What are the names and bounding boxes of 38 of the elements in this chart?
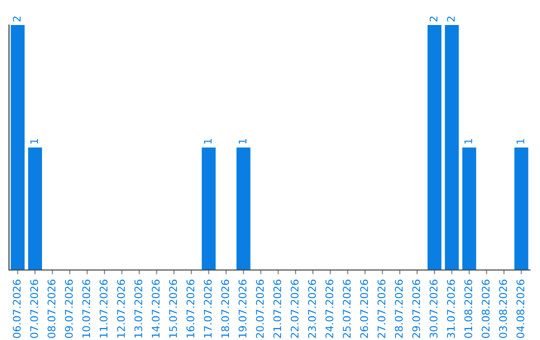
x-tick-label: 29.07.2026: [412, 280, 420, 338]
data-label: 1: [30, 139, 38, 144]
x-tick-label: 15.07.2026: [169, 280, 178, 338]
x-tick-label: 13.07.2026: [134, 280, 142, 338]
x-tick-label: 19.07.2026: [238, 280, 246, 338]
x-tick-label: 09.07.2026: [64, 280, 73, 338]
x-tick-label: 17.07.2026: [204, 280, 212, 338]
x-tick-label: 27.07.2026: [378, 280, 386, 338]
x-tick-label: 16.07.2026: [186, 280, 194, 338]
x-tick-label: 20.07.2026: [256, 280, 264, 338]
data-label: 2: [446, 16, 455, 22]
x-tick-label: 25.07.2026: [342, 280, 351, 338]
x-tick-label: 01.08.2026: [464, 280, 472, 338]
data-label: 1: [464, 139, 472, 144]
x-tick-label: 22.07.2026: [290, 280, 299, 338]
x-tick-label: 28.07.2026: [394, 280, 403, 338]
x-tick-label: 11.07.2026: [100, 280, 108, 338]
x-tick-label: 10.07.2026: [82, 280, 90, 338]
data-label: 2: [12, 16, 21, 22]
x-tick-label: 04.08.2026: [516, 280, 524, 338]
x-tick-label: 23.07.2026: [308, 280, 316, 338]
x-tick-label: 14.07.2026: [152, 280, 160, 338]
x-tick-label: 26.07.2026: [360, 280, 368, 338]
x-tick-label: 31.07.2026: [446, 280, 455, 338]
x-tick-label: 03.08.2026: [499, 280, 507, 338]
data-label: 1: [204, 139, 212, 144]
data-label: 1: [516, 139, 524, 144]
x-tick-label: 24.07.2026: [325, 280, 334, 338]
x-tick-label: 21.07.2026: [273, 280, 282, 338]
x-tick-label: 18.07.2026: [221, 280, 230, 338]
data-label: 1: [238, 139, 246, 144]
x-tick-label: 08.07.2026: [48, 280, 56, 338]
x-tick-label: 07.07.2026: [30, 280, 38, 338]
data-label: 2: [430, 16, 438, 22]
x-tick-label: 30.07.2026: [430, 280, 438, 338]
x-tick-label: 02.08.2026: [482, 280, 490, 338]
x-tick-label: 06.07.2026: [12, 280, 21, 338]
x-tick-label: 12.07.2026: [117, 280, 125, 338]
